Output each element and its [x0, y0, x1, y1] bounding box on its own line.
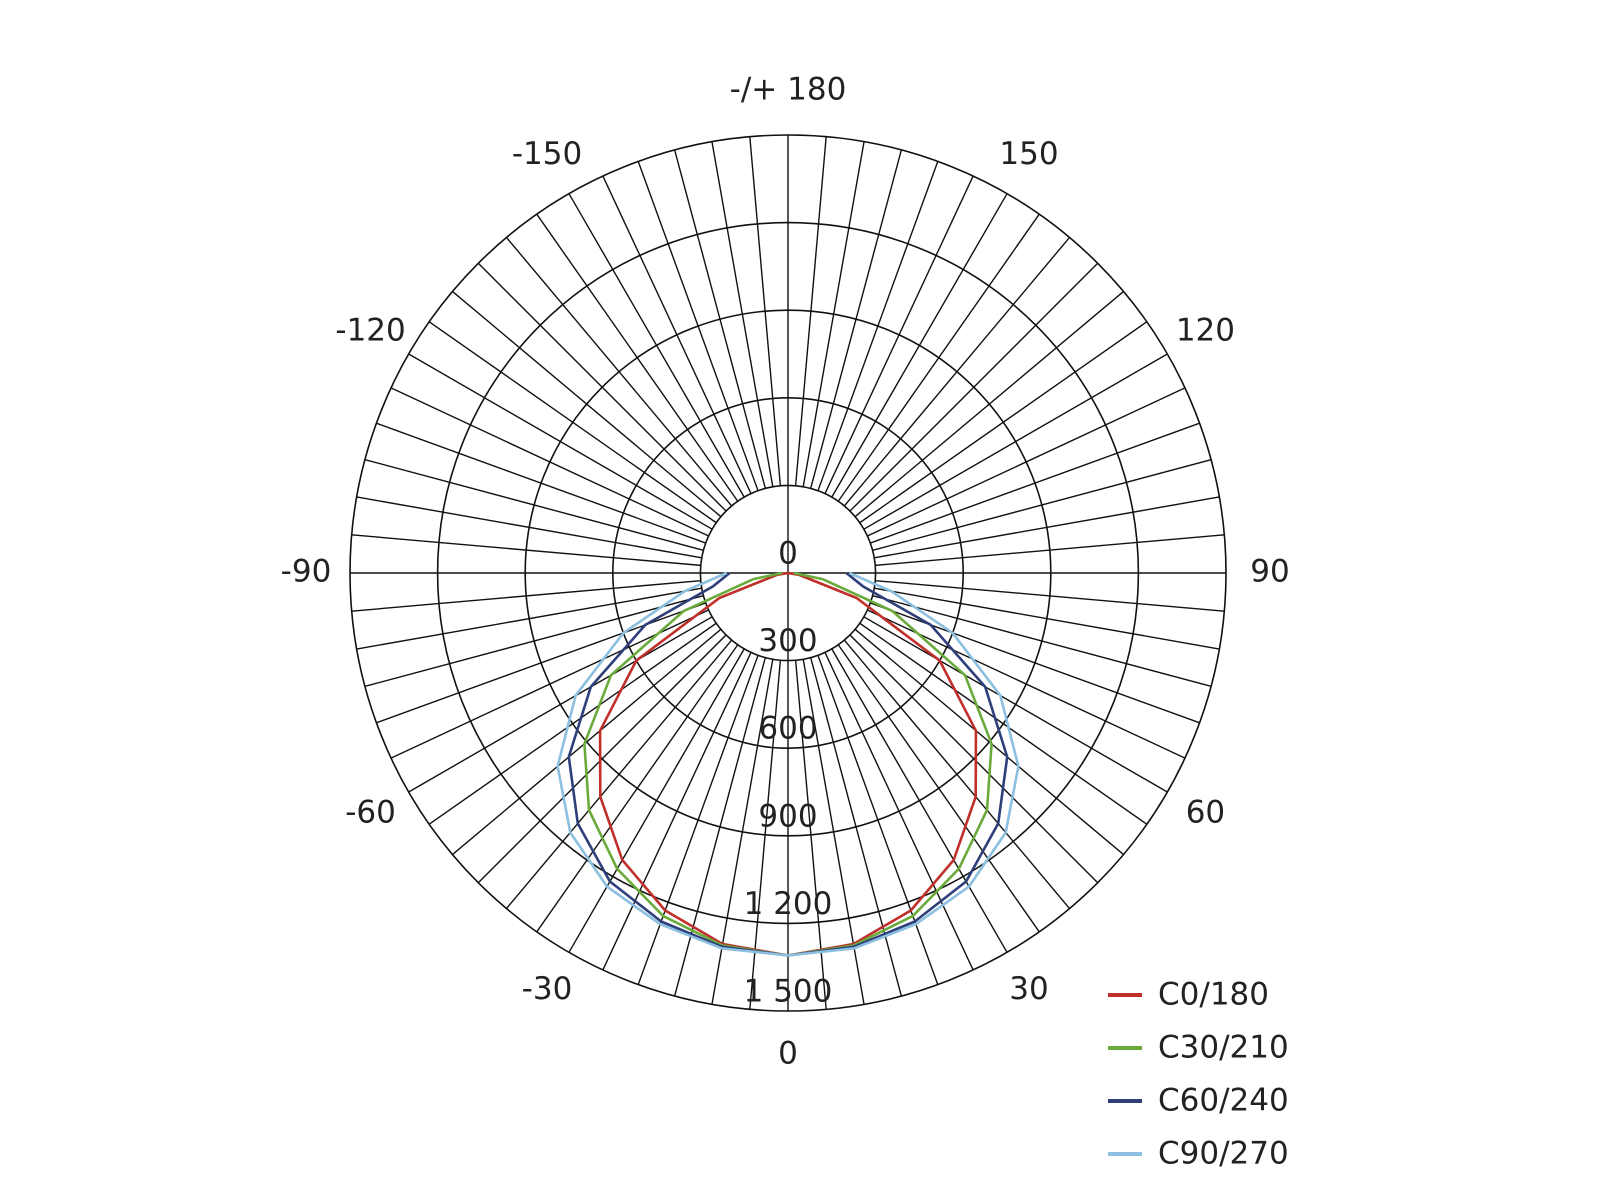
spoke-grid-line [356, 496, 702, 559]
radius-tick-label: 1 500 [744, 974, 833, 1010]
spoke-grid-line [505, 639, 733, 909]
angle-tick-label: 30 [1009, 971, 1048, 1007]
angle-tick-label: 0 [778, 1036, 798, 1072]
spoke-grid-line [364, 458, 704, 552]
spoke-grid-line [875, 579, 1225, 612]
spoke-grid-line [824, 175, 974, 494]
radius-tick-label: 900 [758, 798, 817, 834]
legend-label: C90/270 [1158, 1136, 1289, 1172]
angle-tick-label: 120 [1176, 313, 1235, 349]
spoke-grid-line [637, 655, 759, 985]
spoke-grid-line [602, 652, 752, 971]
angle-tick-label: 60 [1186, 795, 1225, 831]
spoke-grid-line [837, 213, 1040, 502]
spoke-grid-line [874, 496, 1220, 559]
radius-tick-label: 0 [778, 536, 798, 572]
spoke-grid-line [505, 237, 733, 507]
spoke-grid-line [568, 648, 745, 953]
legend-label: C30/210 [1158, 1030, 1289, 1066]
spoke-grid-line [867, 387, 1186, 537]
spoke-grid-line [568, 193, 745, 498]
spoke-grid-line [863, 353, 1168, 530]
spoke-grid-line [794, 136, 827, 486]
spoke-grid-line [673, 149, 767, 489]
spoke-grid-line [854, 628, 1124, 856]
spoke-grid-line [408, 616, 713, 793]
spoke-grid-line [870, 422, 1200, 544]
radius-tick-label: 1 200 [744, 886, 833, 922]
spoke-grid-line [843, 639, 1071, 909]
angle-tick-label: -/+ 180 [730, 72, 847, 108]
spoke-grid-line [351, 579, 701, 612]
spoke-grid-line [872, 458, 1212, 552]
spoke-grid-line [711, 141, 774, 487]
spoke-grid-line [849, 634, 1099, 884]
spoke-grid-line [872, 594, 1212, 688]
spoke-grid-line [477, 634, 727, 884]
spoke-grid-line [364, 594, 704, 688]
angle-tick-label: -120 [335, 313, 405, 349]
spoke-grid-line [536, 213, 739, 502]
spoke-grid-line [874, 587, 1220, 650]
spoke-grid-line [831, 648, 1008, 953]
spoke-grid-line [809, 149, 903, 489]
spoke-grid-line [859, 321, 1148, 524]
series-line [556, 571, 1020, 957]
legend-label: C0/180 [1158, 977, 1269, 1013]
spoke-grid-line [802, 141, 865, 487]
legend-label: C60/240 [1158, 1083, 1289, 1119]
angle-tick-label: 90 [1250, 554, 1289, 590]
spoke-grid-line [863, 616, 1168, 793]
angle-tick-label: -60 [345, 795, 396, 831]
spoke-grid-line [749, 136, 782, 486]
angle-tick-label: 150 [999, 136, 1058, 172]
spoke-grid-line [428, 622, 717, 825]
curves [556, 571, 1020, 957]
spoke-grid-line [809, 657, 903, 997]
spoke-grid-line [831, 193, 1008, 498]
spoke-grid-line [817, 161, 939, 491]
spoke-grid-line [849, 262, 1099, 512]
spoke-grid-line [376, 422, 706, 544]
spoke-grid-line [673, 657, 767, 997]
spoke-grid-line [837, 644, 1040, 933]
spoke-grid-line [428, 321, 717, 524]
spoke-grid-line [536, 644, 739, 933]
spoke-grid-line [408, 353, 713, 530]
angle-tick-label: -150 [512, 136, 582, 172]
spoke-grid-line [452, 290, 722, 518]
spoke-grid-line [875, 534, 1225, 567]
spoke-grid-line [351, 534, 701, 567]
angle-tick-label: -90 [281, 554, 332, 590]
spoke-grid-line [824, 652, 974, 971]
spoke-grid-line [817, 655, 939, 985]
spoke-grid-line [843, 237, 1071, 507]
grid [349, 134, 1227, 1012]
spoke-grid-line [390, 387, 709, 537]
legend: C0/180 C30/210 C60/240 C90/270 [1108, 977, 1289, 1172]
spoke-grid-line [602, 175, 752, 494]
spoke-grid-line [637, 161, 759, 491]
radius-tick-label: 300 [758, 623, 817, 659]
spoke-grid-line [854, 290, 1124, 518]
spoke-grid-line [356, 587, 702, 650]
angle-tick-label: -30 [522, 971, 573, 1007]
spoke-grid-line [452, 628, 722, 856]
spoke-grid-line [477, 262, 727, 512]
radius-tick-label: 600 [758, 711, 817, 747]
spoke-grid-line [859, 622, 1148, 825]
